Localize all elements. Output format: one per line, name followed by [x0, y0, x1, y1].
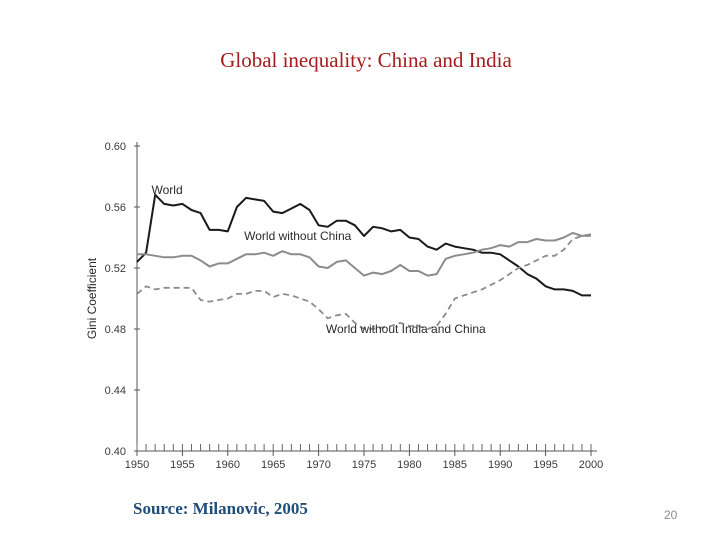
x-tick-label: 1975 — [352, 459, 376, 471]
chart-series — [136, 193, 592, 330]
x-tick-label: 1960 — [216, 459, 240, 471]
page-number: 20 — [664, 508, 678, 522]
slide-title: Global inequality: China and India — [220, 48, 512, 72]
y-tick-label: 0.40 — [105, 446, 126, 458]
x-tick-label: 2000 — [579, 459, 603, 471]
y-tick-label: 0.56 — [105, 202, 126, 214]
series-label-world: World — [152, 183, 183, 197]
source-citation: Source: Milanovic, 2005 — [133, 499, 308, 518]
series-line-world-without-china — [137, 231, 592, 277]
chart-axes: Gini Coefficient — [85, 142, 597, 452]
x-tick-label: 1950 — [125, 459, 149, 471]
x-tick-label: 1955 — [170, 459, 194, 471]
y-tick-label: 0.44 — [105, 385, 126, 397]
series-label-world-without-china: World without China — [244, 229, 351, 243]
x-tick-label: 1995 — [533, 459, 557, 471]
x-tick-label: 1965 — [261, 459, 285, 471]
x-tick-label: 1980 — [397, 459, 421, 471]
y-axis-title: Gini Coefficient — [85, 257, 99, 339]
y-tick-label: 0.52 — [105, 263, 126, 275]
x-tick-label: 1985 — [443, 459, 467, 471]
y-tick-label: 0.60 — [105, 141, 126, 153]
x-tick-label: 1990 — [488, 459, 512, 471]
y-tick-label: 0.48 — [105, 324, 126, 336]
chart-series-labels: World World without China World without In… — [152, 183, 487, 336]
series-line-world — [136, 193, 591, 297]
series-label-world-without-india-and-china: World without India and China — [326, 322, 486, 336]
chart-ticks: 0.40 0.44 0.48 0.52 0.56 0.60 1950 1955 1960 1965… — [105, 141, 604, 471]
x-tick-label: 1970 — [306, 459, 330, 471]
series-line-world-without-india-and-china — [136, 235, 591, 330]
